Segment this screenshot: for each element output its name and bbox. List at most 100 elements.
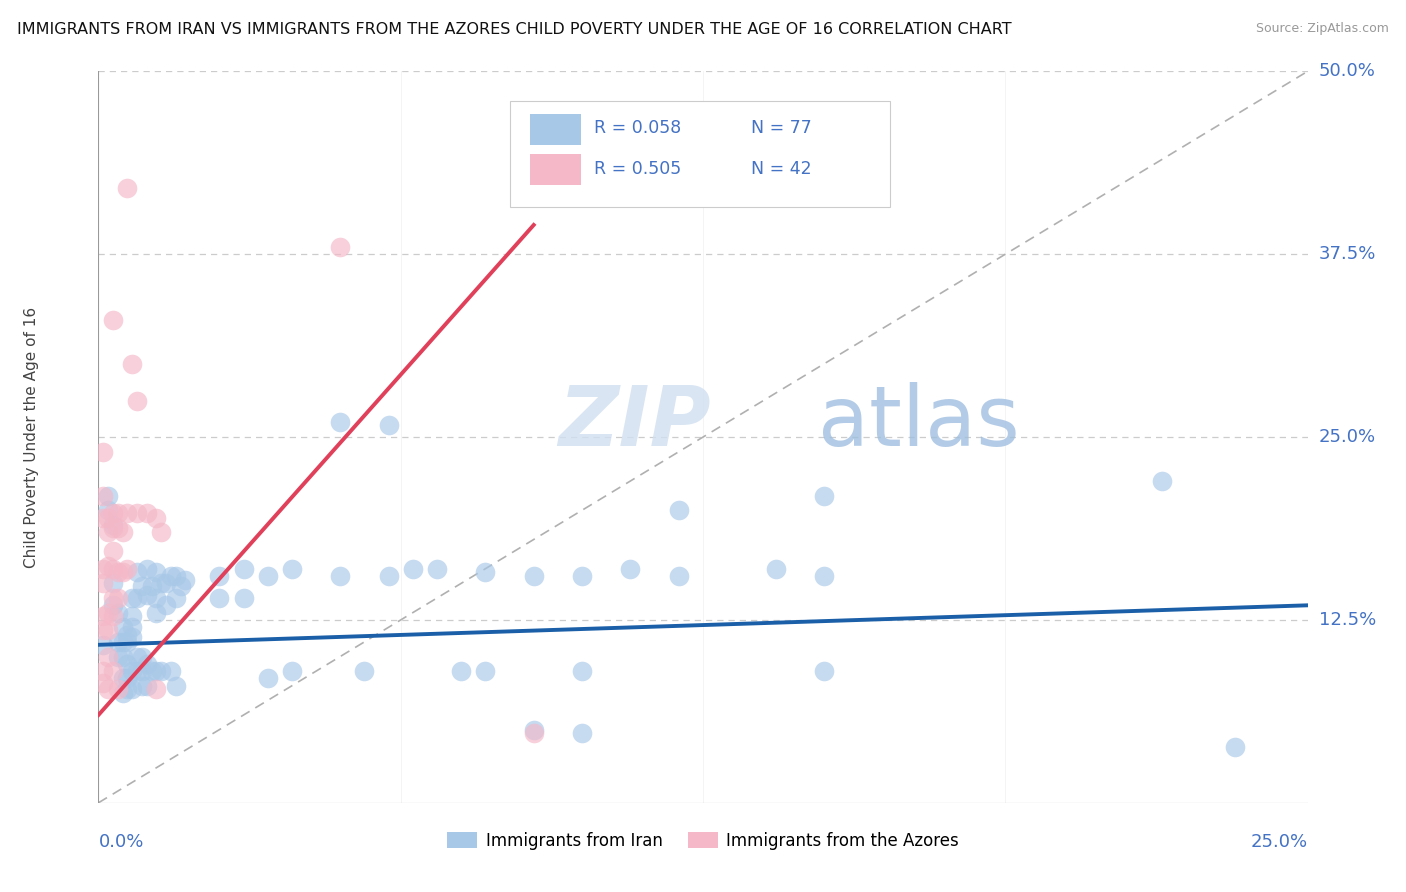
Point — [101, 562, 124, 576]
Point — [208, 569, 231, 583]
Point — [145, 606, 167, 620]
Point — [117, 562, 139, 576]
Text: N = 42: N = 42 — [751, 160, 813, 178]
Point — [111, 635, 134, 649]
Point — [101, 664, 124, 678]
Point — [155, 599, 177, 613]
Point — [256, 672, 278, 686]
Point — [117, 506, 139, 520]
Point — [127, 664, 149, 678]
Point — [571, 664, 593, 678]
Point — [571, 569, 593, 583]
Point — [329, 569, 352, 583]
Point — [281, 664, 304, 678]
Point — [165, 679, 187, 693]
Text: 50.0%: 50.0% — [1319, 62, 1375, 80]
Point — [169, 579, 191, 593]
Point — [97, 525, 120, 540]
Point — [127, 565, 149, 579]
Point — [107, 635, 129, 649]
Text: IMMIGRANTS FROM IRAN VS IMMIGRANTS FROM THE AZORES CHILD POVERTY UNDER THE AGE O: IMMIGRANTS FROM IRAN VS IMMIGRANTS FROM … — [17, 22, 1011, 37]
Point — [668, 503, 690, 517]
Point — [160, 664, 183, 678]
Point — [281, 562, 304, 576]
Text: 37.5%: 37.5% — [1319, 245, 1376, 263]
Point — [107, 521, 129, 535]
Point — [91, 489, 114, 503]
Point — [131, 579, 153, 593]
Point — [121, 664, 143, 678]
Point — [232, 562, 254, 576]
Point — [107, 565, 129, 579]
Point — [101, 544, 124, 558]
Point — [813, 569, 835, 583]
Point — [117, 672, 139, 686]
Point — [127, 506, 149, 520]
Point — [107, 649, 129, 664]
Point — [97, 510, 120, 524]
Point — [107, 606, 129, 620]
Point — [91, 510, 114, 524]
Point — [377, 418, 399, 433]
Point — [150, 664, 173, 678]
Point — [145, 591, 167, 605]
Point — [131, 679, 153, 693]
Point — [91, 444, 114, 458]
Point — [160, 569, 183, 583]
Point — [121, 357, 143, 371]
Point — [117, 627, 139, 641]
Point — [135, 679, 157, 693]
Text: ZIP: ZIP — [558, 382, 710, 463]
Point — [117, 635, 139, 649]
Text: R = 0.058: R = 0.058 — [595, 119, 682, 136]
Point — [91, 623, 114, 637]
Point — [97, 503, 120, 517]
Point — [91, 664, 114, 678]
Point — [107, 506, 129, 520]
Point — [91, 576, 114, 591]
Point — [208, 591, 231, 605]
Point — [402, 562, 425, 576]
Point — [97, 558, 120, 573]
Point — [97, 649, 120, 664]
Point — [668, 569, 690, 583]
Point — [353, 664, 375, 678]
Point — [765, 562, 787, 576]
Point — [377, 569, 399, 583]
Point — [155, 576, 177, 591]
Point — [474, 565, 496, 579]
Point — [135, 657, 157, 671]
Text: Child Poverty Under the Age of 16: Child Poverty Under the Age of 16 — [24, 307, 39, 567]
Text: N = 77: N = 77 — [751, 119, 813, 136]
Point — [111, 672, 134, 686]
Point — [256, 569, 278, 583]
Text: Source: ZipAtlas.com: Source: ZipAtlas.com — [1256, 22, 1389, 36]
Point — [127, 591, 149, 605]
Point — [523, 723, 546, 737]
Legend: Immigrants from Iran, Immigrants from the Azores: Immigrants from Iran, Immigrants from th… — [440, 825, 966, 856]
Text: 25.0%: 25.0% — [1250, 833, 1308, 851]
Point — [474, 664, 496, 678]
Point — [232, 591, 254, 605]
Point — [813, 489, 835, 503]
Point — [813, 664, 835, 678]
Point — [127, 649, 149, 664]
Point — [145, 681, 167, 696]
Text: atlas: atlas — [818, 382, 1019, 463]
Point — [145, 510, 167, 524]
Point — [131, 649, 153, 664]
Point — [91, 638, 114, 652]
Point — [97, 681, 120, 696]
Point — [523, 725, 546, 739]
Point — [1152, 474, 1174, 488]
Text: 25.0%: 25.0% — [1319, 428, 1376, 446]
Point — [135, 588, 157, 602]
Point — [107, 681, 129, 696]
Text: 12.5%: 12.5% — [1319, 611, 1376, 629]
Point — [101, 313, 124, 327]
Point — [523, 569, 546, 583]
Point — [121, 631, 143, 645]
Point — [97, 623, 120, 637]
FancyBboxPatch shape — [509, 101, 890, 207]
Point — [117, 181, 139, 195]
